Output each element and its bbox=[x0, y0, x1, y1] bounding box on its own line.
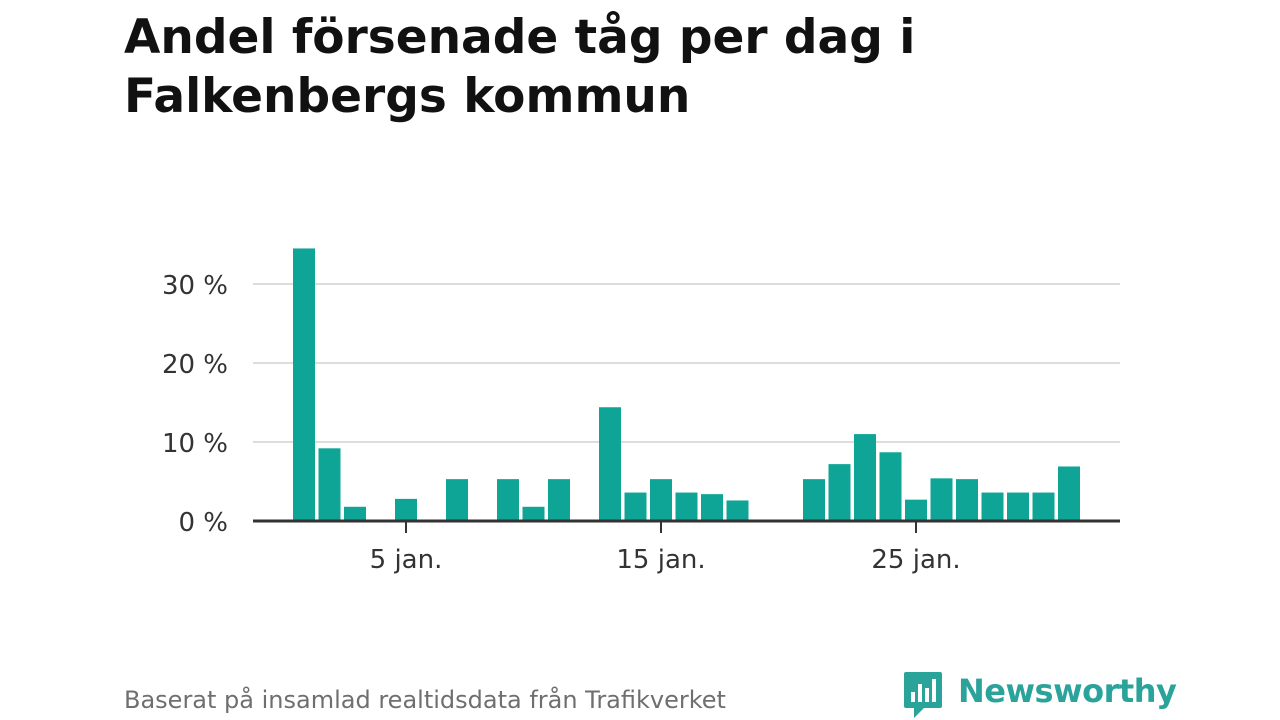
bar bbox=[701, 494, 723, 521]
source-note: Baserat på insamlad realtidsdata från Tr… bbox=[124, 686, 726, 714]
bar bbox=[522, 506, 545, 521]
bar bbox=[879, 452, 902, 521]
bar bbox=[956, 479, 978, 521]
y-axis-ticks: 0 % 10 % 20 % 30 % bbox=[162, 271, 228, 538]
bar bbox=[981, 492, 1004, 521]
bar bbox=[726, 500, 749, 521]
newsworthy-logo-icon bbox=[904, 672, 942, 718]
bar bbox=[675, 492, 698, 521]
brand-logo[interactable]: Newsworthy bbox=[902, 670, 1177, 720]
bar bbox=[1007, 492, 1029, 521]
bar bbox=[344, 506, 366, 521]
bar bbox=[599, 407, 621, 521]
y-tick-label: 0 % bbox=[178, 508, 228, 538]
y-tick-label: 30 % bbox=[162, 271, 228, 301]
bars bbox=[293, 248, 1080, 521]
x-tick-label: 15 jan. bbox=[616, 545, 705, 575]
y-tick-label: 10 % bbox=[162, 429, 228, 459]
bar bbox=[854, 434, 876, 521]
bar bbox=[497, 479, 519, 521]
gridlines bbox=[253, 283, 1120, 443]
chart-title: Andel försenade tåg per dag i Falkenberg… bbox=[124, 10, 916, 124]
y-tick-label: 20 % bbox=[162, 350, 228, 380]
bar bbox=[905, 499, 927, 521]
brand-name: Newsworthy bbox=[958, 672, 1177, 710]
bar bbox=[446, 479, 468, 521]
bar bbox=[293, 248, 315, 521]
bar bbox=[1058, 466, 1080, 521]
bar bbox=[1032, 492, 1055, 521]
bar bbox=[318, 448, 341, 521]
bar bbox=[803, 479, 825, 521]
x-axis-ticks: 5 jan. 15 jan. 25 jan. bbox=[370, 521, 961, 575]
bar bbox=[650, 479, 672, 521]
bar bbox=[930, 478, 953, 521]
x-tick-label: 5 jan. bbox=[370, 545, 443, 575]
bar bbox=[395, 498, 417, 521]
bar bbox=[548, 479, 570, 521]
bar bbox=[624, 492, 647, 521]
bar bbox=[828, 464, 851, 521]
x-tick-label: 25 jan. bbox=[871, 545, 960, 575]
